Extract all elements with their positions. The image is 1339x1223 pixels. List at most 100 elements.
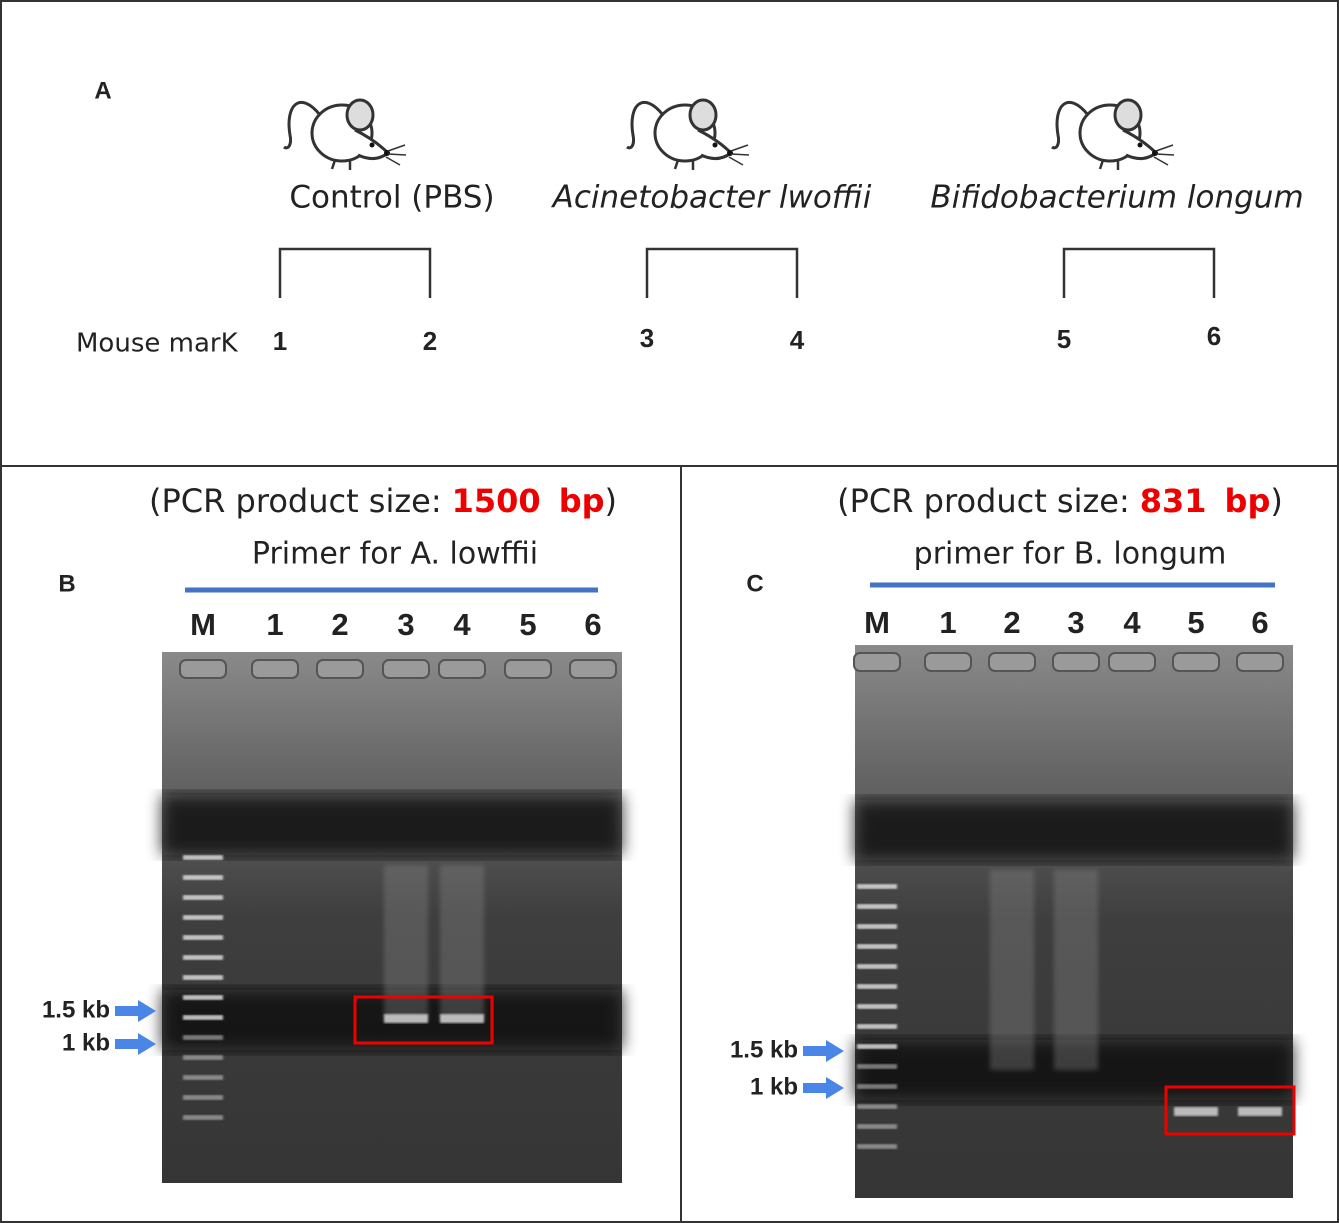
lane-label: 6 xyxy=(584,607,601,642)
mouse-mark: 4 xyxy=(790,325,805,355)
ladder-band xyxy=(857,1024,897,1029)
ladder-band xyxy=(183,1095,223,1100)
mouse-mark: 1 xyxy=(273,326,287,356)
marker-arrow xyxy=(115,1033,156,1055)
ladder-band xyxy=(183,915,223,920)
lane-label: 2 xyxy=(1003,605,1020,640)
ladder-band xyxy=(857,1124,897,1129)
lane-label: 1 xyxy=(266,607,283,642)
gel-panel: C (PCR product size: 831 bp) primer for B. l… xyxy=(730,482,1296,1198)
dark-band xyxy=(855,800,1293,860)
size-value: 1500 xyxy=(452,482,541,520)
product-size: (PCR product size: 1500 bp) xyxy=(149,482,617,520)
ladder-band xyxy=(857,1144,897,1149)
marker-arrow xyxy=(803,1077,844,1099)
ladder-band xyxy=(857,1104,897,1109)
mouse-mark: 3 xyxy=(640,323,654,353)
ladder-band xyxy=(183,875,223,880)
size-suffix: ) xyxy=(1270,482,1282,520)
group-name: Acinetobacter lwoffii xyxy=(551,180,872,216)
bracket xyxy=(645,247,799,298)
row-label: Mouse marK xyxy=(76,329,239,359)
bracket xyxy=(1062,247,1216,298)
lane-label: 3 xyxy=(1067,605,1084,640)
ladder-band xyxy=(183,1075,223,1080)
product-band xyxy=(1174,1107,1218,1116)
size-prefix: (PCR product size: xyxy=(149,482,442,520)
marker-label: 1 kb xyxy=(62,1029,110,1056)
primer-label: primer for B. longum xyxy=(914,537,1227,572)
well xyxy=(316,659,364,679)
well xyxy=(1172,652,1220,672)
lane-label: M xyxy=(190,607,216,642)
lane-label: 4 xyxy=(453,607,471,642)
well xyxy=(853,652,901,672)
ladder-band xyxy=(183,995,223,1000)
well xyxy=(1052,652,1100,672)
ladder-band xyxy=(857,924,897,929)
size-unit: bp xyxy=(1225,482,1271,520)
well xyxy=(1236,652,1284,672)
ladder-band xyxy=(183,1035,223,1040)
mouse-mark: 5 xyxy=(1057,324,1071,354)
smear xyxy=(990,870,1034,1070)
well xyxy=(924,652,972,672)
ladder-band xyxy=(183,1115,223,1120)
highlight-box xyxy=(353,995,494,1045)
product-size: (PCR product size: 831 bp) xyxy=(837,482,1283,520)
product-band xyxy=(1238,1107,1282,1116)
ladder-band xyxy=(183,855,223,860)
ladder-band xyxy=(183,895,223,900)
mouse-icon xyxy=(625,98,751,172)
lane-label: 6 xyxy=(1251,605,1268,640)
ladder-band xyxy=(183,935,223,940)
lane-label: M xyxy=(864,605,890,640)
well xyxy=(988,652,1036,672)
panel-label: A xyxy=(94,77,111,104)
ladder-band xyxy=(857,984,897,989)
primer-label: Primer for A. lowffii xyxy=(252,537,538,572)
gel-panel: B (PCR product size: 1500 bp) Primer for A. … xyxy=(42,482,622,1183)
well xyxy=(382,659,430,679)
smear xyxy=(384,865,428,1020)
group-name: Control (PBS) xyxy=(289,180,494,216)
marker-arrow xyxy=(803,1040,844,1062)
group-name: Bifidobacterium longum xyxy=(930,180,1303,216)
mouse-icon xyxy=(1050,98,1176,172)
product-band xyxy=(440,1014,484,1023)
ladder-band xyxy=(183,1015,223,1020)
ladder-band xyxy=(183,975,223,980)
well xyxy=(438,659,486,679)
size-suffix: ) xyxy=(605,482,617,520)
marker-label: 1.5 kb xyxy=(42,996,110,1023)
highlight-box xyxy=(1164,1085,1296,1136)
ladder-band xyxy=(857,1044,897,1049)
smear xyxy=(1054,870,1098,1070)
ladder-band xyxy=(857,1064,897,1069)
lane-label: 3 xyxy=(397,607,414,642)
lane-label: 5 xyxy=(519,607,536,642)
lane-label: 4 xyxy=(1123,605,1141,640)
well xyxy=(1108,652,1156,672)
marker-label: 1 kb xyxy=(750,1073,798,1100)
well xyxy=(504,659,552,679)
lane-label: 5 xyxy=(1187,605,1204,640)
mouse-mark: 2 xyxy=(423,326,437,356)
ladder-band xyxy=(857,1004,897,1009)
dark-band xyxy=(162,795,622,855)
mouse-icon xyxy=(282,98,408,172)
ladder-band xyxy=(183,955,223,960)
well xyxy=(179,659,227,679)
panel-label: C xyxy=(746,570,763,597)
bracket xyxy=(278,247,432,298)
ladder-band xyxy=(857,904,897,909)
size-value: 831 xyxy=(1140,482,1207,520)
marker-label: 1.5 kb xyxy=(730,1036,798,1063)
ladder-band xyxy=(183,1055,223,1060)
ladder-band xyxy=(857,884,897,889)
well xyxy=(569,659,617,679)
mouse-mark: 6 xyxy=(1207,321,1221,351)
size-prefix: (PCR product size: xyxy=(837,482,1130,520)
